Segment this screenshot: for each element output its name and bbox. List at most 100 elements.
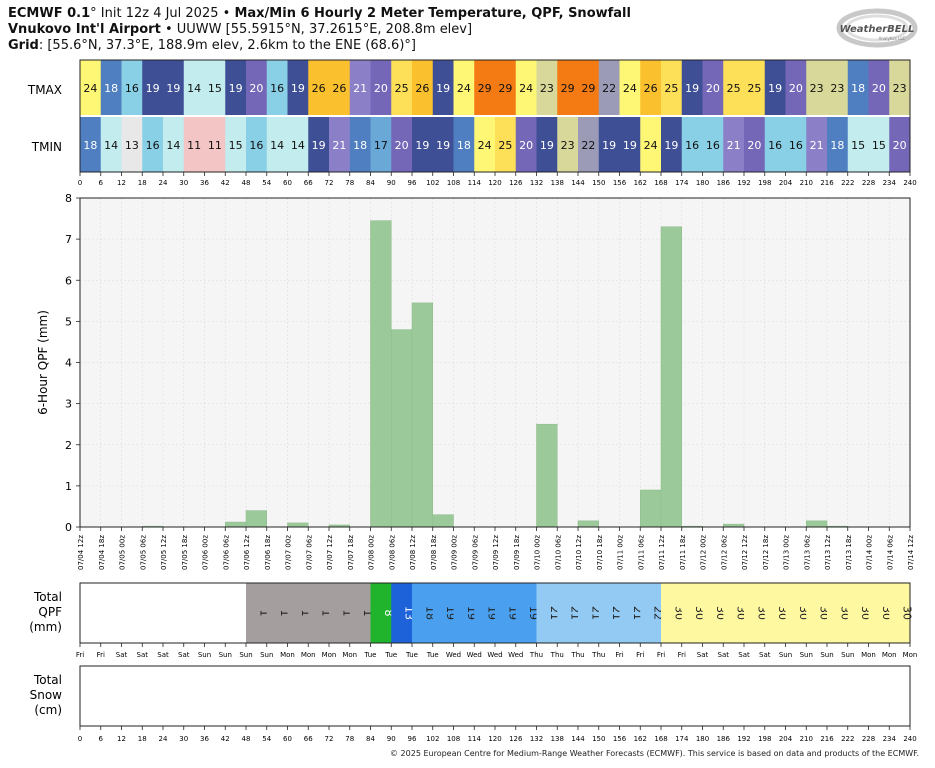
total-qpf-day-label: Mon: [342, 651, 357, 659]
qpf-xtick-label: 07/09 00z: [451, 535, 459, 570]
tmax-cell: [640, 60, 662, 115]
tmin-cell-value: 14: [270, 139, 284, 152]
tmax-cell-value: 19: [685, 82, 699, 95]
total-qpf-value: 8: [382, 610, 395, 617]
tmin-cell: [100, 117, 122, 172]
tmax-cell: [702, 60, 724, 115]
tmax-cell-value: 29: [561, 82, 575, 95]
total-qpf-value: 1: [340, 610, 353, 617]
total-qpf-day-label: Sat: [137, 651, 149, 659]
qpf-xtick-label: 07/09 06z: [471, 535, 479, 570]
total-qpf-cell: [495, 583, 517, 643]
qpf-xtick-label: 07/13 06z: [803, 535, 811, 570]
grid-info: : [55.6°N, 37.3°E, 188.9m elev, 2.6km to…: [38, 38, 416, 53]
total-qpf-cell: [681, 583, 703, 643]
tmax-cell-value: 29: [498, 82, 512, 95]
total-qpf-day-label: Fri: [615, 651, 623, 659]
tmin-cell-value: 22: [581, 139, 595, 152]
total-qpf-day-label: Tue: [384, 651, 397, 659]
tmin-cell: [661, 117, 683, 172]
weatherbell-logo: WeatherBELL Analytics LLC: [834, 6, 920, 50]
tmin-cell: [142, 117, 164, 172]
snow-hour-tick-label: 132: [530, 735, 543, 743]
tmax-cell-value: 16: [125, 82, 139, 95]
tmin-cell-value: 18: [83, 139, 97, 152]
qpf-bar: [245, 510, 267, 528]
qpf-xtick-label: 07/05 06z: [139, 535, 147, 570]
tmin-cell: [474, 117, 496, 172]
qpf-bar: [391, 329, 413, 528]
total-qpf-cell: [702, 583, 724, 643]
temp-hour-tick-label: 54: [262, 179, 271, 187]
total-qpf-day-label: Mon: [903, 651, 918, 659]
snow-hour-tick-label: 114: [468, 735, 482, 743]
tmax-cell: [183, 60, 205, 115]
tmin-cell-value: 13: [125, 139, 139, 152]
tmin-cell-value: 14: [291, 139, 305, 152]
tmin-cell-value: 18: [353, 139, 367, 152]
total-qpf-cell: [287, 583, 309, 643]
tmax-cell-value: 19: [291, 82, 305, 95]
tmin-cell-value: 20: [893, 139, 907, 152]
tmin-cell-value: 11: [208, 139, 222, 152]
tmin-cell: [495, 117, 517, 172]
total-qpf-day-label: Wed: [508, 651, 523, 659]
temp-hour-tick-label: 180: [696, 179, 709, 187]
tmax-cell-value: 25: [664, 82, 678, 95]
logo-subtext: Analytics LLC: [879, 36, 906, 41]
tmax-cell-value: 21: [353, 82, 367, 95]
tmin-cell: [785, 117, 807, 172]
tmin-cell: [806, 117, 828, 172]
temp-hour-tick-label: 90: [387, 179, 396, 187]
tmax-cell: [536, 60, 558, 115]
tmax-cell: [806, 60, 828, 115]
qpf-bar: [287, 522, 309, 528]
qpf-ylabel: 6-Hour QPF (mm): [36, 310, 50, 415]
total-qpf-cell: [412, 583, 434, 643]
temp-hour-tick-label: 102: [426, 179, 439, 187]
snow-hour-tick-label: 192: [737, 735, 750, 743]
total-qpf-day-label: Thu: [529, 651, 543, 659]
total-qpf-label: (mm): [29, 620, 62, 634]
total-qpf-cell: [847, 583, 869, 643]
tmin-cell-value: 16: [146, 139, 160, 152]
tmin-cell-value: 18: [457, 139, 471, 152]
tmax-cell: [163, 60, 185, 115]
qpf-xtick-label: 07/12 06z: [720, 535, 728, 570]
qpf-xtick-label: 07/10 06z: [554, 535, 562, 570]
total-qpf-label: QPF: [38, 605, 62, 619]
header-line-3: Grid: [55.6°N, 37.3°E, 188.9m elev, 2.6k…: [8, 38, 416, 54]
temp-hour-tick-label: 36: [200, 179, 209, 187]
temp-hour-tick-label: 114: [468, 179, 482, 187]
tmax-cell: [889, 60, 911, 115]
tmin-cell: [702, 117, 724, 172]
temp-hour-tick-label: 192: [737, 179, 750, 187]
total-qpf-cell: [764, 583, 786, 643]
total-qpf-value: 30: [901, 606, 914, 620]
qpf-bar: [660, 226, 682, 528]
total-qpf-cell: [827, 583, 849, 643]
total-qpf-cell: [308, 583, 330, 643]
temp-hour-tick-label: 108: [447, 179, 460, 187]
total-qpf-value: 1: [361, 610, 374, 617]
qpf-xtick-label: 07/07 00z: [285, 535, 293, 570]
tmin-cell: [598, 117, 620, 172]
tmax-cell-value: 29: [478, 82, 492, 95]
total-qpf-day-label: Mon: [882, 651, 897, 659]
tmax-cell-value: 19: [166, 82, 180, 95]
total-qpf-day-label: Fri: [636, 651, 644, 659]
snow-hour-tick-label: 120: [488, 735, 501, 743]
tmin-cell: [515, 117, 537, 172]
tmin-cell-value: 19: [664, 139, 678, 152]
snow-hour-tick-label: 90: [387, 735, 396, 743]
tmin-cell: [578, 117, 600, 172]
tmin-cell-value: 15: [851, 139, 865, 152]
tmin-cell-value: 24: [644, 139, 658, 152]
tmax-cell-value: 24: [83, 82, 97, 95]
tmin-cell-value: 21: [727, 139, 741, 152]
total-qpf-day-label: Tue: [426, 651, 439, 659]
tmax-cell-value: 25: [395, 82, 409, 95]
tmax-cell: [266, 60, 288, 115]
tmax-cell: [391, 60, 413, 115]
